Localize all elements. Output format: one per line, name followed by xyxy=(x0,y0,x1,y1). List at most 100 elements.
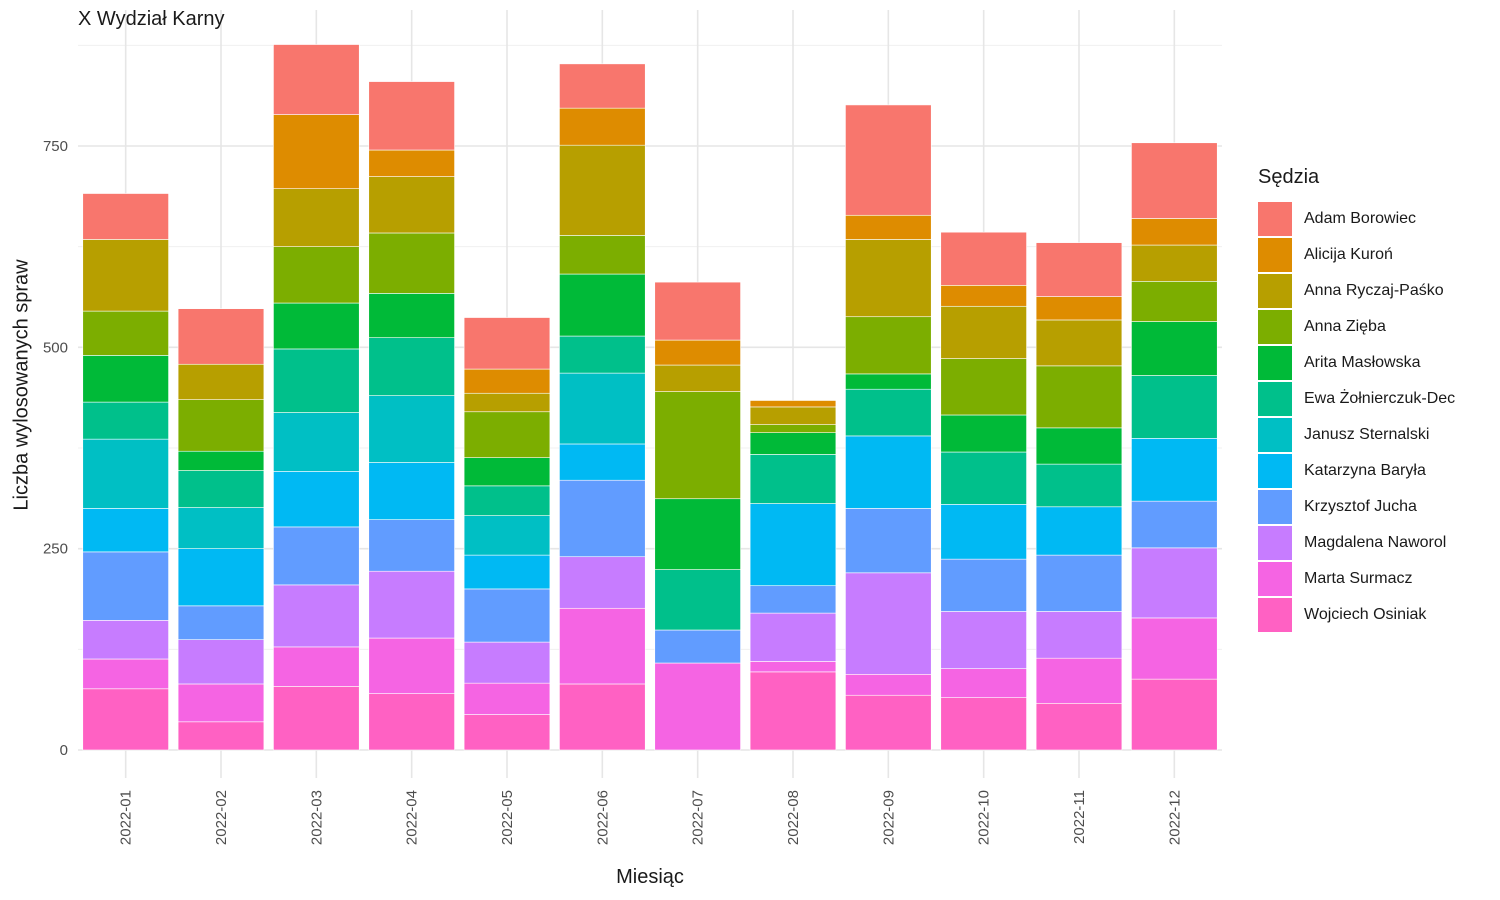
bar-segment xyxy=(1131,280,1218,322)
bar-segment xyxy=(654,281,741,341)
legend-swatch xyxy=(1258,238,1292,272)
bar-segment xyxy=(1131,438,1218,502)
bar-segment xyxy=(463,515,551,556)
legend-label: Ewa Żołnierczuk-Dec xyxy=(1304,390,1456,407)
bar-segment xyxy=(273,584,360,648)
legend-item: Krzysztof Jucha xyxy=(1258,489,1455,525)
legend-swatch xyxy=(1258,490,1292,524)
bar-segment xyxy=(1035,463,1123,508)
x-tick-label: 2022-07 xyxy=(690,790,707,845)
legend-item: Marta Surmacz xyxy=(1258,561,1455,597)
bar-segment xyxy=(559,144,646,236)
bar-segment xyxy=(463,641,551,684)
legend-label: Magdalena Naworol xyxy=(1304,534,1447,551)
bar-segment xyxy=(559,63,646,109)
bar-segment xyxy=(559,372,646,445)
bar-segment xyxy=(177,605,265,640)
bar-segment xyxy=(845,508,932,574)
bar-segment xyxy=(559,479,646,558)
legend-title: Sędzia xyxy=(1258,166,1320,188)
bar-segment xyxy=(368,395,455,463)
bar-segment xyxy=(749,503,837,587)
legend-item: Arita Masłowska xyxy=(1258,345,1455,381)
legend-label: Wojciech Osiniak xyxy=(1304,606,1427,623)
legend-swatch xyxy=(1258,418,1292,452)
bar-segment xyxy=(940,611,1027,669)
x-tick-label: 2022-12 xyxy=(1166,790,1183,845)
legend-swatch xyxy=(1258,454,1292,488)
bar-segment xyxy=(463,554,551,590)
bar-segment xyxy=(940,305,1027,359)
bar-segment xyxy=(273,412,360,472)
bar-segment xyxy=(82,551,169,621)
bar-segment xyxy=(177,450,265,471)
bar-segment xyxy=(940,231,1027,286)
bar-segment xyxy=(559,556,646,609)
legend-item: Katarzyna Baryła xyxy=(1258,453,1455,489)
bar-segment xyxy=(368,337,455,396)
legend-swatch xyxy=(1258,598,1292,632)
chart-title: X Wydział Karny xyxy=(78,8,225,30)
bar-segment xyxy=(1035,242,1123,297)
bar-segment xyxy=(273,348,360,413)
legend-item: Janusz Sternalski xyxy=(1258,417,1455,453)
legend-item: Ewa Żołnierczuk-Dec xyxy=(1258,381,1455,417)
legend-swatch xyxy=(1258,274,1292,308)
x-tick-label: 2022-06 xyxy=(594,790,611,845)
bar-segment xyxy=(463,411,551,458)
bar-segment xyxy=(845,214,932,240)
bar-segment xyxy=(1035,657,1123,704)
bar-segment xyxy=(177,548,265,607)
legend-item: Alicija Kuroń xyxy=(1258,237,1455,273)
bar-segment xyxy=(1131,678,1218,751)
bar-segment xyxy=(1131,547,1218,619)
bar-segment xyxy=(177,721,265,751)
legend-label: Arita Masłowska xyxy=(1304,354,1421,371)
legend-swatch xyxy=(1258,526,1292,560)
bar-segment xyxy=(177,507,265,549)
bar-segment xyxy=(82,658,169,690)
legend-swatch xyxy=(1258,346,1292,380)
bar-segment xyxy=(654,391,741,500)
bar-segment xyxy=(273,526,360,586)
bar-segment xyxy=(940,504,1027,560)
bar-segment xyxy=(1131,244,1218,282)
bar-segment xyxy=(273,471,360,528)
bar-segment xyxy=(1035,702,1123,751)
bar-segment xyxy=(1035,611,1123,659)
bar-segment xyxy=(940,414,1027,453)
legend-item: Wojciech Osiniak xyxy=(1258,597,1455,633)
bar-segment xyxy=(940,451,1027,505)
legend-swatch xyxy=(1258,382,1292,416)
bar-segment xyxy=(82,239,169,312)
bar-segment xyxy=(177,683,265,723)
bar-segment xyxy=(749,406,837,425)
legend-swatch xyxy=(1258,310,1292,344)
legend-item: Magdalena Naworol xyxy=(1258,525,1455,561)
bar-segment xyxy=(82,508,169,553)
bar-segment xyxy=(559,273,646,337)
bar-segment xyxy=(654,569,741,631)
bar-segment xyxy=(1035,319,1123,367)
bar-segment xyxy=(845,316,932,375)
bar-segment xyxy=(845,673,932,696)
bar-segment xyxy=(559,107,646,146)
bar-segment xyxy=(940,558,1027,612)
x-tick-label: 2022-09 xyxy=(880,790,897,845)
bar-segment xyxy=(559,607,646,685)
bar-segment xyxy=(1131,617,1218,680)
legend-items: Adam Borowiec Alicija Kuroń Anna Ryczaj-Pa… xyxy=(1258,201,1455,633)
bar-segment xyxy=(82,355,169,403)
bar-segment xyxy=(82,193,169,240)
bar-segment xyxy=(749,661,837,673)
x-tick-label: 2022-04 xyxy=(404,790,421,845)
bar-segment xyxy=(463,317,551,370)
y-tick-label: 750 xyxy=(43,138,68,155)
bar-segment xyxy=(177,308,265,365)
x-tick-label: 2022-02 xyxy=(213,790,230,845)
bar-segment xyxy=(845,435,932,509)
bar-segment xyxy=(749,585,837,614)
bar-segment xyxy=(845,694,932,751)
bar-segment xyxy=(749,671,837,751)
